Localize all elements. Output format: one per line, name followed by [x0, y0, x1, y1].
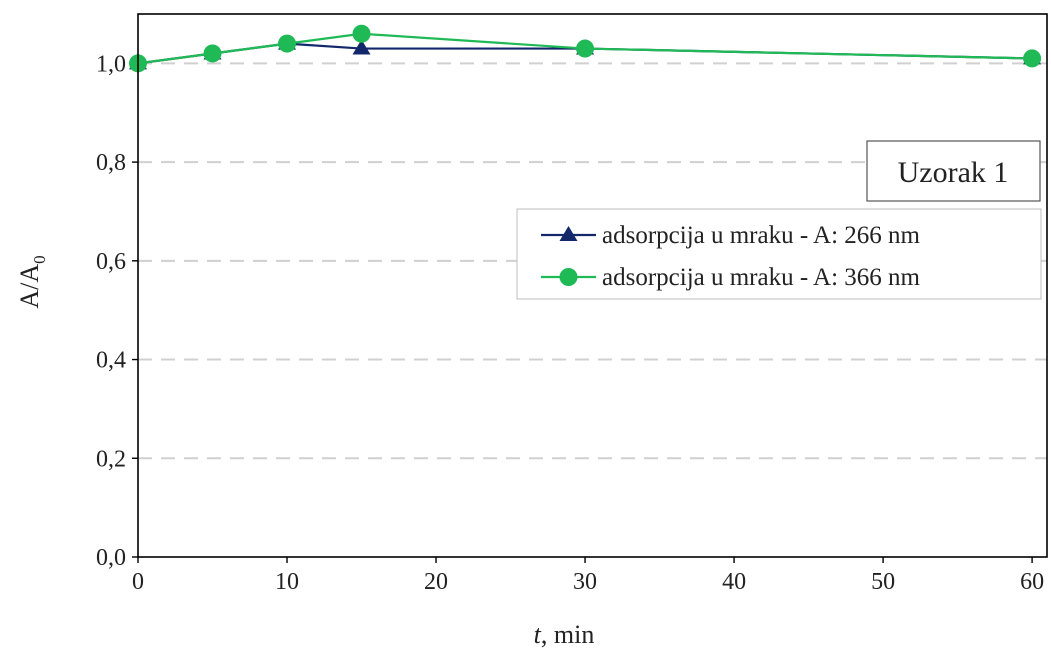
- data-point-circle: [203, 44, 222, 63]
- data-point-circle: [352, 24, 371, 43]
- x-tick-label: 20: [424, 569, 448, 595]
- x-tick-label: 30: [573, 569, 597, 595]
- legend-item-266nm: adsorpcija u mraku - A: 266 nm: [541, 222, 921, 249]
- gridlines: [138, 62, 1047, 460]
- y-axis-title-main: A/A: [15, 264, 44, 309]
- data-point-circle: [576, 39, 595, 58]
- x-tick-label: 0: [132, 569, 144, 595]
- data-point-circle: [278, 34, 297, 53]
- x-tick-label: 10: [275, 569, 299, 595]
- x-axis-variable: t: [534, 620, 542, 649]
- y-tick-label: 0,2: [96, 446, 126, 472]
- y-tick-label: 0,8: [96, 150, 126, 176]
- legend-item-366nm: adsorpcija u mraku - A: 366 nm: [541, 264, 921, 291]
- legend-frame: [516, 208, 1042, 300]
- plot-area-border: [137, 13, 1048, 558]
- y-axis-title-subscript: 0: [30, 255, 49, 264]
- data-point-circle: [1023, 49, 1042, 68]
- x-tick-label: 60: [1020, 569, 1044, 595]
- annotation-box: Uzorak 1: [866, 140, 1041, 202]
- x-axis-title: t, min: [534, 620, 595, 649]
- x-tick-label: 40: [722, 569, 746, 595]
- tick-labels: 0,0 0,2 0,4 0,6 0,8 1,0 0 10 20 30 40 50 60: [96, 51, 1044, 595]
- annotation-text: Uzorak 1: [898, 156, 1009, 189]
- legend-label-266nm: adsorpcija u mraku - A: 266 nm: [602, 222, 921, 249]
- x-tick-label: 50: [871, 569, 895, 595]
- y-axis-title: A/A0: [15, 255, 49, 308]
- legend-circle-marker: [559, 268, 578, 286]
- y-tick-label: 0,0: [96, 545, 126, 571]
- axis-ticks: [132, 62, 1033, 563]
- y-tick-label: 0,4: [96, 348, 126, 374]
- x-axis-unit: , min: [541, 620, 594, 649]
- data-point-triangle: [352, 39, 371, 55]
- annotation-frame: [866, 140, 1041, 202]
- legend-label-366nm: adsorpcija u mraku - A: 366 nm: [602, 264, 921, 291]
- series-line: [137, 32, 1033, 65]
- legend: adsorpcija u mraku - A: 266 nm adsorpcij…: [516, 208, 1042, 300]
- y-tick-label: 1,0: [96, 51, 126, 77]
- y-tick-label: 0,6: [96, 249, 126, 275]
- legend-triangle-marker: [559, 226, 578, 241]
- series-lines: [129, 24, 1042, 73]
